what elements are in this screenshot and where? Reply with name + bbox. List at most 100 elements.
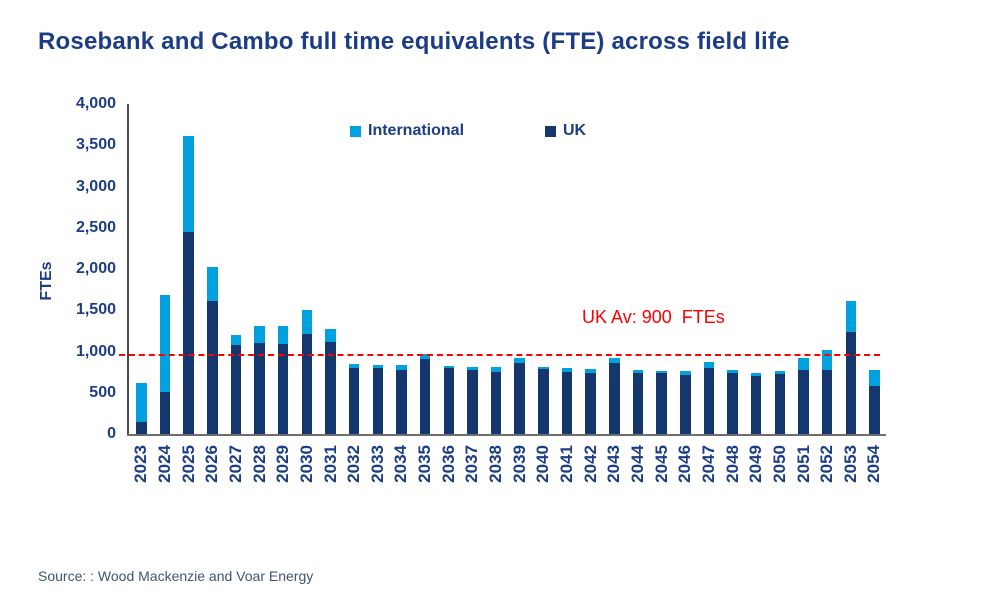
y-tick-label: 1,500 bbox=[75, 301, 116, 319]
bar-2052-uk bbox=[821, 370, 833, 434]
bar-2023-uk bbox=[136, 422, 147, 434]
x-tick-label: 2032 bbox=[344, 445, 364, 483]
bar-2038-international bbox=[490, 366, 502, 372]
bar-2041-uk bbox=[561, 371, 573, 434]
x-axis-line bbox=[127, 433, 886, 436]
bar-2048-uk bbox=[727, 372, 738, 434]
average-line-annotation: UK Av: 900 FTEs bbox=[582, 307, 725, 327]
bar-2033-uk bbox=[372, 368, 384, 434]
x-tick-label: 2029 bbox=[273, 445, 293, 483]
legend-item-uk: UK bbox=[545, 122, 586, 140]
bar-2034-international bbox=[396, 365, 407, 371]
x-tick-label: 2043 bbox=[604, 445, 624, 483]
x-tick-label: 2041 bbox=[557, 445, 576, 483]
bar-2050-international bbox=[774, 370, 786, 375]
x-tick-label: 2042 bbox=[580, 445, 600, 483]
bar-2036-international bbox=[443, 365, 454, 369]
bar-2040-international bbox=[538, 367, 549, 370]
x-tick-label: 2034 bbox=[391, 445, 411, 483]
bar-2029-international bbox=[277, 326, 289, 345]
bar-2045-uk bbox=[656, 373, 667, 434]
bar-2031-international bbox=[325, 329, 336, 342]
bar-2034-uk bbox=[396, 370, 407, 434]
bar-2043-uk bbox=[609, 362, 620, 434]
bar-2026-international bbox=[207, 267, 218, 302]
x-tick-label: 2052 bbox=[817, 445, 837, 483]
bar-2053-international bbox=[845, 301, 857, 332]
x-tick-label: 2024 bbox=[154, 445, 174, 483]
x-tick-label: 2054 bbox=[864, 445, 884, 483]
y-tick-label: 3,000 bbox=[75, 177, 116, 195]
x-tick-label: 2035 bbox=[415, 445, 435, 483]
bar-2026-uk bbox=[207, 301, 218, 434]
y-tick-label: 4,000 bbox=[75, 95, 116, 112]
bar-2054-international bbox=[869, 370, 880, 387]
bar-2042-uk bbox=[585, 372, 596, 434]
x-tick-label: 2049 bbox=[746, 445, 766, 483]
bar-2027-uk bbox=[230, 344, 242, 434]
bar-2037-international bbox=[467, 366, 478, 371]
bar-2035-international bbox=[419, 354, 431, 360]
bar-2047-uk bbox=[703, 368, 715, 434]
legend-swatch-uk bbox=[545, 125, 556, 137]
bar-2048-international bbox=[727, 370, 738, 373]
legend-swatch-international bbox=[350, 125, 361, 137]
x-tick-label: 2039 bbox=[509, 445, 529, 483]
bar-2039-uk bbox=[514, 363, 525, 434]
x-tick-label: 2038 bbox=[486, 445, 506, 483]
x-tick-label: 2023 bbox=[131, 445, 151, 483]
bar-2046-international bbox=[680, 370, 691, 375]
bar-2025-uk bbox=[183, 231, 194, 434]
bar-2044-international bbox=[632, 370, 644, 373]
x-tick-label: 2027 bbox=[225, 445, 245, 483]
bar-2031-uk bbox=[325, 341, 336, 434]
x-tick-label: 2031 bbox=[320, 445, 340, 483]
bar-2029-uk bbox=[277, 344, 289, 434]
y-tick-label: 2,000 bbox=[75, 260, 116, 277]
legend-label-international: International bbox=[368, 122, 465, 139]
bar-2037-uk bbox=[467, 370, 478, 434]
y-tick-label: 0 bbox=[107, 425, 116, 442]
y-tick-label: 2,500 bbox=[75, 218, 116, 236]
x-tick-label: 2028 bbox=[249, 445, 269, 483]
bar-2024-uk bbox=[159, 391, 171, 434]
bar-2033-international bbox=[372, 365, 384, 369]
bar-2042-international bbox=[585, 369, 596, 373]
bar-2051-international bbox=[798, 357, 809, 371]
x-tick-label: 2046 bbox=[675, 445, 695, 483]
bar-2023-international bbox=[136, 382, 147, 423]
x-tick-label: 2033 bbox=[367, 445, 387, 483]
y-tick-label: 500 bbox=[89, 383, 116, 401]
y-axis-line bbox=[127, 104, 129, 434]
chart-title: Rosebank and Cambo full time equivalents… bbox=[38, 28, 790, 55]
bar-2040-uk bbox=[538, 369, 549, 434]
legend-label-uk: UK bbox=[563, 122, 587, 139]
legend-item-international: International bbox=[350, 122, 464, 140]
bar-2024-international bbox=[159, 294, 171, 392]
bar-2049-international bbox=[750, 372, 762, 376]
x-tick-label: 2051 bbox=[793, 445, 813, 483]
bar-2047-international bbox=[703, 361, 715, 369]
bar-2028-uk bbox=[254, 343, 265, 434]
x-tick-label: 2050 bbox=[769, 445, 789, 483]
bar-2054-uk bbox=[869, 386, 880, 434]
bar-2027-international bbox=[230, 335, 242, 345]
bar-2044-uk bbox=[632, 372, 644, 434]
y-tick-label: 3,500 bbox=[75, 136, 116, 154]
x-tick-label: 2047 bbox=[698, 445, 718, 483]
uk-average-line bbox=[119, 353, 880, 356]
bar-2032-uk bbox=[348, 367, 360, 434]
bar-2046-uk bbox=[680, 375, 691, 434]
x-tick-label: 2053 bbox=[840, 445, 860, 483]
x-tick-label: 2045 bbox=[651, 445, 671, 483]
bar-2041-international bbox=[561, 368, 573, 372]
bar-2052-international bbox=[821, 349, 833, 371]
bar-2038-uk bbox=[490, 371, 502, 434]
bar-2028-international bbox=[254, 325, 265, 344]
x-tick-label: 2025 bbox=[178, 445, 198, 483]
bar-2053-uk bbox=[845, 331, 857, 434]
x-tick-label: 2040 bbox=[533, 445, 553, 483]
x-tick-label: 2030 bbox=[296, 445, 316, 483]
bar-2045-international bbox=[656, 370, 667, 374]
